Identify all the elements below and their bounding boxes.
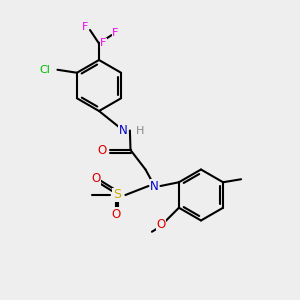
Text: O: O	[98, 143, 106, 157]
Text: F: F	[82, 22, 89, 32]
Text: N: N	[150, 179, 159, 193]
Text: O: O	[92, 172, 100, 185]
Text: O: O	[156, 218, 166, 231]
Text: N: N	[118, 124, 127, 137]
Text: H: H	[136, 125, 144, 136]
Text: F: F	[100, 38, 107, 49]
Text: F: F	[112, 28, 119, 38]
Text: O: O	[111, 208, 120, 221]
Text: Cl: Cl	[39, 65, 50, 75]
Text: S: S	[113, 188, 121, 202]
